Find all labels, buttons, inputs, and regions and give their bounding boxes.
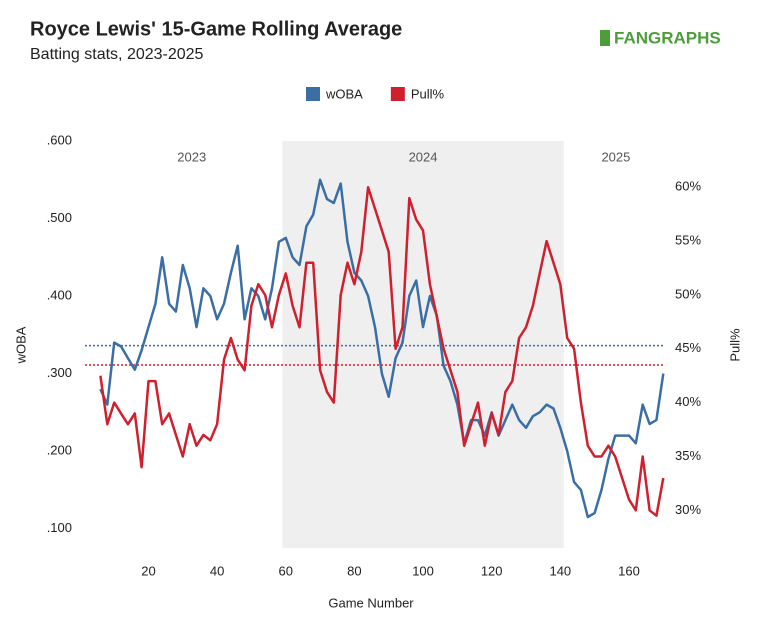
x-tick-label: 140 — [549, 563, 571, 578]
y2-tick-label: 30% — [675, 502, 701, 517]
y2-axis-label: Pull% — [727, 328, 742, 362]
x-tick-label: 20 — [141, 563, 155, 578]
shaded-span — [282, 141, 564, 548]
legend-swatch — [390, 87, 405, 101]
x-tick-label: 100 — [412, 563, 434, 578]
season-label: 2024 — [409, 149, 438, 164]
series-line — [99, 186, 665, 517]
logo: FANGRAPHS — [614, 28, 721, 47]
y2-tick-label: 55% — [675, 233, 701, 248]
chart-title: Royce Lewis' 15-Game Rolling Average — [30, 18, 402, 40]
y2-tick-label: 50% — [675, 286, 701, 301]
legend-swatch — [306, 87, 320, 101]
y-tick-label: .300 — [47, 365, 72, 380]
y-axis-label: wOBA — [13, 326, 28, 364]
y-tick-label: .200 — [47, 443, 72, 458]
y2-tick-label: 45% — [675, 340, 701, 355]
y-tick-label: .600 — [47, 132, 72, 147]
x-tick-label: 80 — [347, 563, 361, 578]
legend-label: Pull% — [411, 86, 445, 101]
x-axis-label: Game Number — [328, 595, 414, 610]
y-tick-label: .400 — [47, 287, 72, 302]
series-line — [99, 178, 665, 519]
y2-tick-label: 35% — [675, 448, 701, 463]
x-tick-label: 160 — [618, 563, 640, 578]
legend-label: wOBA — [325, 86, 363, 101]
y-tick-label: .100 — [47, 520, 72, 535]
y2-tick-label: 60% — [675, 179, 701, 194]
logo-icon — [600, 30, 610, 46]
season-label: 2023 — [177, 149, 206, 164]
y2-tick-label: 40% — [675, 394, 701, 409]
x-tick-label: 40 — [210, 563, 224, 578]
x-tick-label: 120 — [481, 563, 503, 578]
y-tick-label: .500 — [47, 210, 72, 225]
chart-subtitle: Batting stats, 2023-2025 — [30, 46, 204, 63]
x-tick-label: 60 — [279, 563, 293, 578]
season-label: 2025 — [601, 149, 630, 164]
